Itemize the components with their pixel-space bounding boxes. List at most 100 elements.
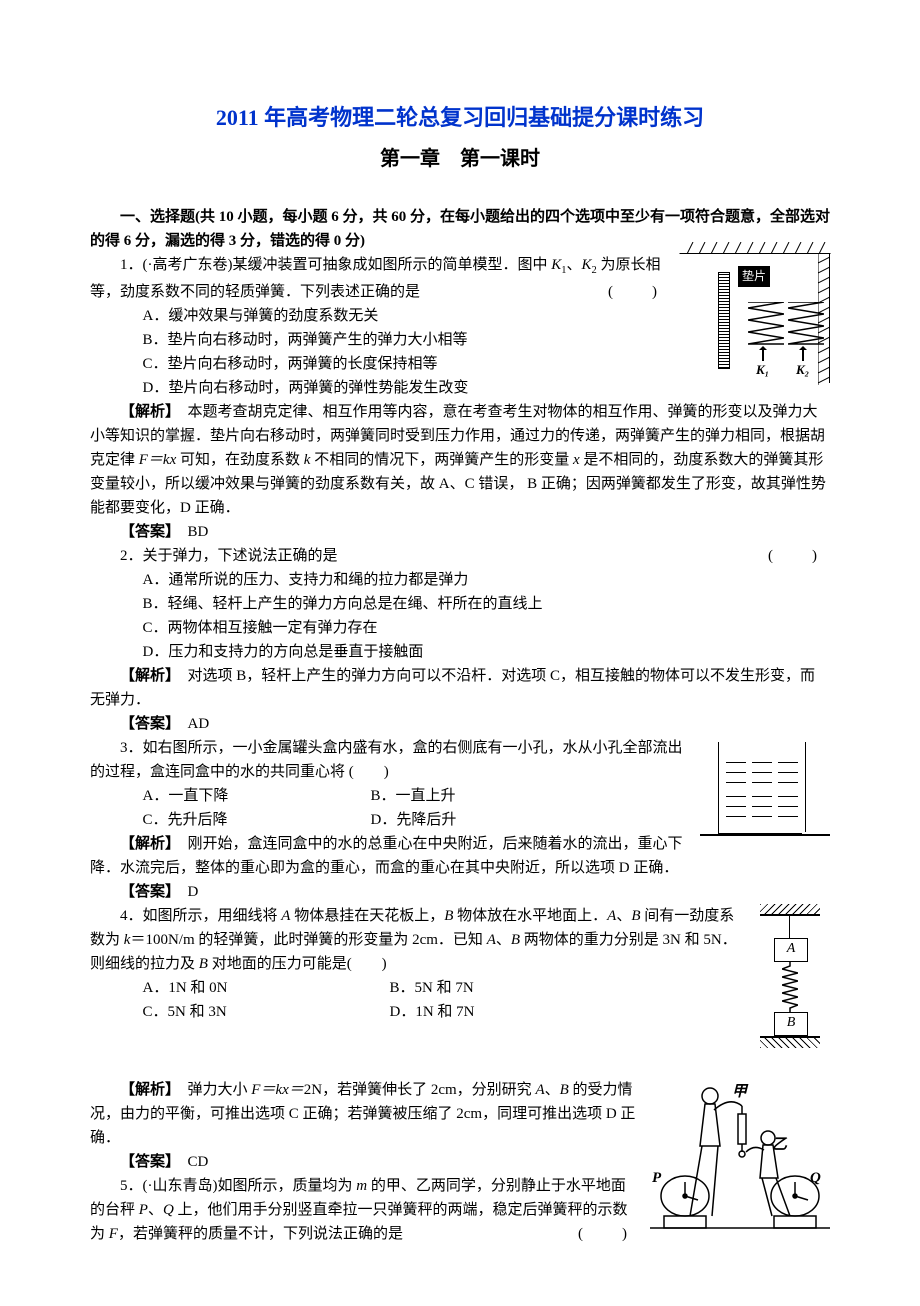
q4-s-a: 4．如图所示，用细线将	[120, 908, 281, 924]
plate	[718, 272, 730, 369]
q4-s-d: 、	[616, 908, 631, 924]
arrow-k1	[762, 347, 764, 361]
waterline	[752, 782, 772, 783]
q3-opt-b: B．一直上升	[318, 784, 546, 808]
q1-sep: 、	[567, 257, 582, 273]
question-1: 垫片 K₁ K₂ 1．(·高考广东卷)某缓冲装置可抽象成如图所示的简单模型．图中…	[90, 253, 830, 544]
answer-label: 【答案】	[120, 884, 173, 900]
question-2: 2．关于弹力，下述说法正确的是 ( ) A．通常所说的压力、支持力和绳的拉力都是…	[90, 544, 830, 736]
spring-k1	[748, 302, 784, 346]
analysis-label: 【解析】	[120, 1082, 173, 1098]
analysis-label: 【解析】	[120, 668, 173, 684]
q1-fkx: F＝kx	[139, 452, 176, 468]
waterline	[752, 806, 772, 807]
q3-opt-d: D．先降后升	[318, 808, 546, 832]
figure-q4: A B	[750, 904, 830, 1074]
spring-k2	[788, 302, 824, 346]
q3-opt-c: C．先升后降	[90, 808, 318, 832]
q4-fkx: F＝kx＝	[251, 1082, 303, 1098]
label-k2: K₂	[796, 360, 809, 381]
q5-F: F	[109, 1226, 118, 1242]
q3-ans: D	[173, 884, 199, 900]
page-title: 2011 年高考物理二轮总复习回归基础提分课时练习	[90, 100, 830, 135]
floor-hatch	[760, 1038, 820, 1048]
q1-expl-b: 可知，在劲度系数	[176, 452, 304, 468]
plate-label: 垫片	[738, 266, 770, 287]
q4-B5: B	[560, 1082, 569, 1098]
q1-answer: 【答案】 BD	[90, 520, 830, 544]
q2-stem: 2．关于弹力，下述说法正确的是 ( )	[90, 544, 830, 568]
figure-q1: 垫片 K₁ K₂	[680, 253, 830, 383]
answer-label: 【答案】	[120, 524, 173, 540]
waterline	[778, 782, 798, 783]
q4-expl-c: 、	[545, 1082, 560, 1098]
q4-opts-row1: A．1N 和 0N B．5N 和 7N	[90, 976, 740, 1000]
waterline	[778, 806, 798, 807]
q5-s-d: ，若弹簧秤的质量不计，下列说法正确的是	[118, 1226, 403, 1242]
answer-label: 【答案】	[120, 716, 173, 732]
q4-opt-c: C．5N 和 3N	[90, 1000, 337, 1024]
wall-top-hatch	[679, 242, 831, 254]
label-k1: K₁	[756, 360, 769, 381]
q4-A3: A	[487, 932, 496, 948]
q4-expl-b: 2N，若弹簧伸长了 2cm，分别研究	[304, 1082, 536, 1098]
q1-k2: K	[582, 257, 592, 273]
q2-paren: ( )	[738, 544, 820, 568]
waterline	[778, 772, 798, 773]
waterline	[778, 796, 798, 797]
q2-opt-a: A．通常所说的压力、支持力和绳的拉力都是弹力	[90, 568, 830, 592]
q4-B3: B	[511, 932, 520, 948]
q1-k1: K	[551, 257, 561, 273]
q3-opts-row1: A．一直下降 B．一直上升	[90, 784, 690, 808]
q4-stem: 4．如图所示，用细线将 A 物体悬挂在天花板上，B 物体放在水平地面上．A、B …	[90, 904, 830, 976]
q4-s-h: 对地面的压力可能是( )	[208, 956, 387, 972]
q1-analysis: 【解析】 本题考查胡克定律、相互作用等内容，意在考查考生对物体的相互作用、弹簧的…	[90, 400, 830, 520]
q5-Q: Q	[163, 1202, 174, 1218]
q5-P: P	[139, 1202, 148, 1218]
waterline	[726, 796, 746, 797]
q5-paren: ( )	[548, 1222, 630, 1246]
waterline	[778, 816, 798, 817]
label-q: Q	[810, 1166, 821, 1190]
waterline	[752, 762, 772, 763]
q4-opts-row2: C．5N 和 3N D．1N 和 7N	[90, 1000, 740, 1024]
answer-label: 【答案】	[120, 1154, 173, 1170]
q1-stem-a: 1．(·高考广东卷)某缓冲装置可抽象成如图所示的简单模型．图中	[120, 257, 551, 273]
waterline	[726, 772, 746, 773]
figure-q5: 甲 乙 P Q	[650, 1078, 830, 1238]
q4-opt-d: D．1N 和 7N	[337, 1000, 584, 1024]
q4-opt-b: B．5N 和 7N	[337, 976, 584, 1000]
q4-s-f: 、	[496, 932, 511, 948]
analysis-label: 【解析】	[120, 836, 173, 852]
waterline	[752, 796, 772, 797]
page: 2011 年高考物理二轮总复习回归基础提分课时练习 第一章 第一课时 一、选择题…	[0, 0, 920, 1306]
q4-expl-a: 弹力大小	[173, 1082, 252, 1098]
q2-answer: 【答案】 AD	[90, 712, 830, 736]
string-line	[789, 916, 790, 938]
waterline	[726, 782, 746, 783]
ceiling-hatch	[760, 904, 820, 914]
waterline	[726, 806, 746, 807]
q1-paren: ( )	[578, 280, 660, 304]
page-subtitle: 第一章 第一课时	[90, 143, 830, 175]
q3-opt-a: A．一直下降	[90, 784, 318, 808]
q2-expl: 对选项 B，轻杆上产生的弹力方向可以不沿杆．对选项 C，相互接触的物体可以不发生…	[90, 668, 815, 708]
q4-B4: B	[199, 956, 208, 972]
q1-x: x	[573, 452, 580, 468]
waterline	[752, 772, 772, 773]
q2-opt-d: D．压力和支持力的方向总是垂直于接触面	[90, 640, 830, 664]
question-3: 3．如右图所示，一小金属罐头盒内盛有水，盒的右侧底有一小孔，水从小孔全部流出的过…	[90, 736, 830, 904]
q4-s-c: 物体放在水平地面上．	[453, 908, 607, 924]
box-b: B	[774, 1012, 808, 1036]
q4-ans: CD	[173, 1154, 209, 1170]
q4-B1: B	[444, 908, 453, 924]
spring-ab	[782, 962, 798, 1012]
q3-opts-row2: C．先升后降 D．先降后升	[90, 808, 690, 832]
q2-opt-b: B．轻绳、轻杆上产生的弹力方向总是在绳、杆所在的直线上	[90, 592, 830, 616]
q4-kval: ＝100N/m 的轻弹簧，此时弹簧的形变量为 2cm．已知	[130, 932, 486, 948]
q5-s-a: 5．(·山东青岛)如图所示，质量均为	[120, 1178, 356, 1194]
ceiling-line	[760, 914, 820, 916]
q4-B2: B	[631, 908, 640, 924]
q2-stem-text: 2．关于弹力，下述说法正确的是	[120, 548, 338, 564]
q2-ans: AD	[173, 716, 210, 732]
